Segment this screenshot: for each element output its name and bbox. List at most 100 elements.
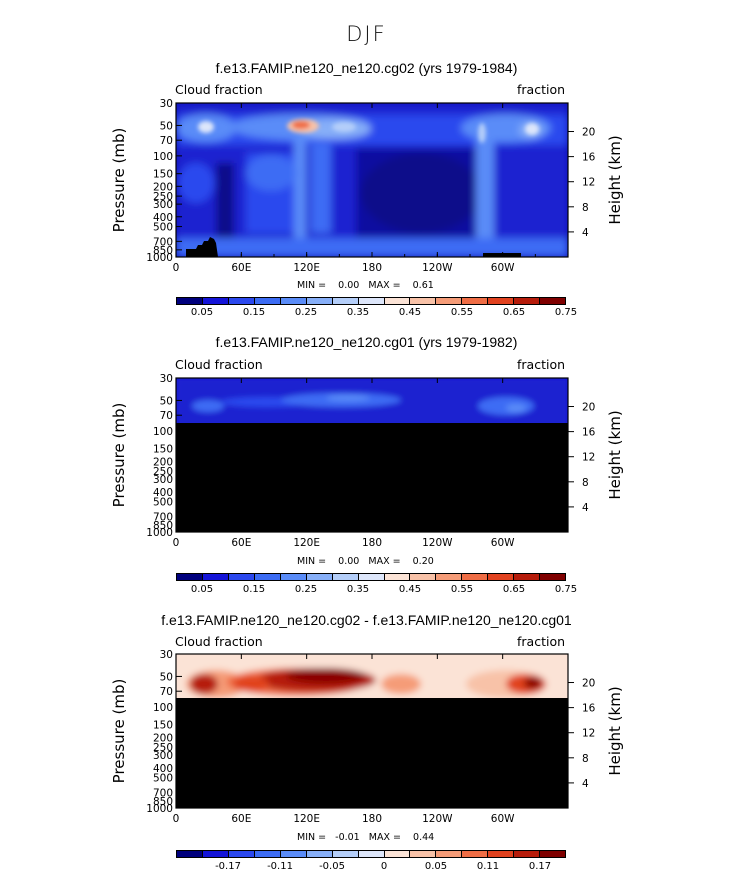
y-tick-label: 500 — [153, 497, 173, 509]
colorbar-labels: 0.05 0.15 0.25 0.35 0.45 0.55 0.65 0.75 — [176, 307, 577, 321]
height-tick-label: 12 — [582, 177, 595, 189]
colorbar-label: 0.75 — [554, 307, 578, 318]
y-tick-label: 100 — [153, 702, 173, 714]
y-tick-label: 250 — [153, 742, 173, 754]
y-tick-label: 30 — [160, 373, 173, 385]
x-tick-label: 60E — [231, 537, 251, 549]
colorbar-swatch — [254, 851, 281, 857]
colorbar-swatch — [462, 851, 489, 857]
units-label: fraction — [517, 634, 566, 649]
colorbar-label: 0.25 — [294, 307, 318, 318]
colorbar-label: 0.05 — [190, 584, 214, 595]
colorbar-swatch — [228, 851, 255, 857]
colorbar — [176, 573, 566, 581]
variable-label: Cloud fraction — [175, 634, 263, 649]
colorbar-swatch — [306, 574, 333, 580]
y-tick-label: 250 — [153, 466, 173, 478]
y-tick-label: 400 — [153, 487, 173, 499]
colorbar-label: 0.05 — [190, 307, 214, 318]
y-axis-label: Pressure (mb) — [110, 679, 128, 784]
y-tick-label: 300 — [153, 750, 173, 762]
colorbar-label: 0.55 — [450, 307, 474, 318]
height-tick-label: 8 — [582, 202, 589, 214]
height-tick-label: 20 — [582, 678, 595, 690]
colorbar-swatch — [358, 298, 385, 304]
colorbar-swatch — [384, 298, 411, 304]
colorbar-label: 0.75 — [554, 584, 578, 595]
colorbar-swatch — [540, 851, 566, 857]
colorbar-swatch — [254, 298, 281, 304]
colorbar-swatch — [254, 574, 281, 580]
y-tick-label: 700 — [153, 511, 173, 523]
height-tick-label: 8 — [582, 477, 589, 489]
height-tick-label: 4 — [582, 227, 589, 239]
units-label: fraction — [517, 357, 566, 372]
colorbar-swatch — [332, 851, 359, 857]
height-tick-label: 12 — [582, 452, 595, 464]
height-tick-label: 4 — [582, 778, 589, 790]
min-max-stats: MIN = -0.01 MAX = 0.44 — [297, 832, 435, 843]
y-axis-label-right: Height (km) — [606, 686, 624, 775]
x-tick-label: 0 — [173, 262, 180, 274]
panel-title: f.e13.FAMIP.ne120_ne120.cg02 - f.e13.FAM… — [161, 612, 572, 628]
colorbar-swatch — [332, 574, 359, 580]
y-tick-label: 700 — [153, 787, 173, 799]
x-tick-label: 180 — [362, 262, 382, 274]
y-tick-label: 70 — [160, 135, 173, 147]
y-tick-label: 70 — [160, 410, 173, 422]
colorbar-swatch — [384, 851, 411, 857]
height-tick-label: 16 — [582, 152, 596, 164]
y-axis-label: Pressure (mb) — [110, 128, 128, 233]
x-tick-label: 120E — [293, 813, 320, 825]
colorbar-label: 0.15 — [242, 307, 266, 318]
colorbar-label: 0.25 — [294, 584, 318, 595]
colorbar-swatch — [514, 298, 541, 304]
y-tick-label: 50 — [160, 671, 173, 683]
colorbar-swatch — [462, 574, 489, 580]
colorbar-swatch — [202, 574, 229, 580]
colorbar-swatch — [177, 298, 203, 304]
x-tick-label: 120E — [293, 262, 320, 274]
panel-title: f.e13.FAMIP.ne120_ne120.cg02 (yrs 1979-1… — [215, 60, 518, 76]
x-tick-label: 120W — [422, 537, 453, 549]
min-max-stats: MIN = 0.00 MAX = 0.20 — [297, 556, 434, 567]
colorbar-swatch — [436, 574, 463, 580]
colorbar-label: 0.65 — [502, 584, 526, 595]
colorbar-swatch — [358, 851, 385, 857]
colorbar-swatch — [488, 851, 515, 857]
colorbar-swatch — [202, 851, 229, 857]
x-tick-label: 120E — [293, 537, 320, 549]
contour-plot — [176, 654, 568, 808]
x-tick-label: 60E — [231, 813, 251, 825]
variable-label: Cloud fraction — [175, 82, 263, 97]
x-tick-label: 120W — [422, 262, 453, 274]
colorbar-swatch — [540, 298, 566, 304]
colorbar-swatch — [514, 851, 541, 857]
y-tick-label: 100 — [153, 426, 173, 438]
colorbar-swatch — [332, 298, 359, 304]
y-tick-label: 30 — [160, 649, 173, 661]
y-tick-label: 300 — [153, 474, 173, 486]
colorbar — [176, 850, 566, 858]
colorbar-swatch — [202, 298, 229, 304]
x-tick-label: 0 — [173, 813, 180, 825]
colorbar-swatch — [228, 298, 255, 304]
contour-plot — [176, 103, 568, 257]
page-title: DJF — [346, 22, 387, 46]
height-tick-label: 4 — [582, 502, 589, 514]
colorbar-swatch — [410, 851, 437, 857]
colorbar-label: 0.45 — [398, 307, 422, 318]
y-tick-label: 200 — [153, 181, 173, 193]
colorbar-label: 0.45 — [398, 584, 422, 595]
colorbar-label: 0.35 — [346, 307, 370, 318]
colorbar-swatch — [280, 298, 307, 304]
colorbar-label: 0.11 — [476, 861, 500, 872]
x-tick-label: 60W — [491, 537, 515, 549]
colorbar-label: 0.35 — [346, 584, 370, 595]
colorbar-label: 0.15 — [242, 584, 266, 595]
y-tick-label: 150 — [153, 444, 173, 456]
y-tick-label: 50 — [160, 395, 173, 407]
